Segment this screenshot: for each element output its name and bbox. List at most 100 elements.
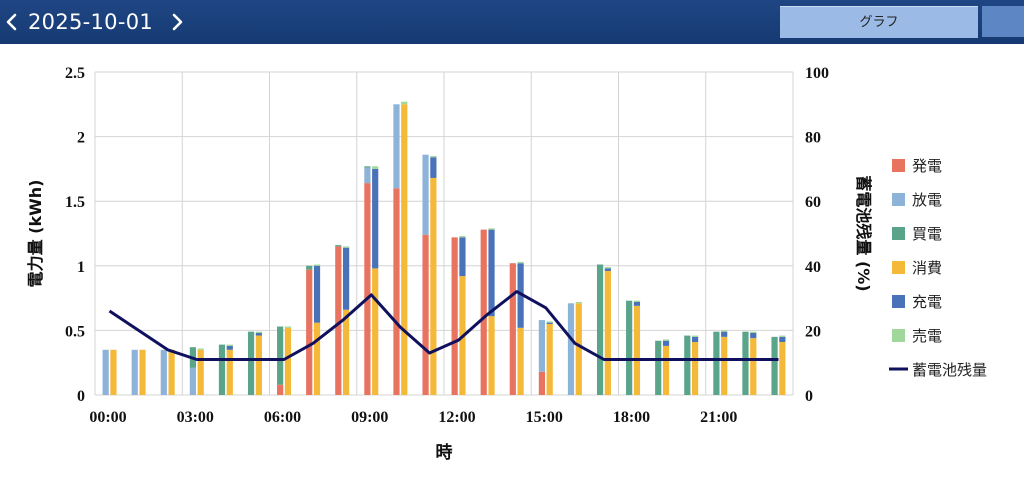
tab-secondary[interactable] [982,6,1024,37]
bar-放電 [393,104,400,189]
energy-chart: 0 0.5 1 1.5 2 2.5 0 20 40 60 80 100 00:00 03:00 06:00 0… [26,65,987,463]
chevron-left-icon [6,13,17,31]
bar-消費 [750,338,757,395]
bar-発電 [422,234,429,395]
bar-発電 [480,229,487,395]
bar-売電 [575,301,582,304]
bar-消費 [604,270,611,395]
bar-充電 [226,345,233,350]
bar-充電 [633,301,641,306]
bar-売電 [721,330,728,332]
date-label: 2025-10-01 [28,10,154,34]
y-axis-title-right: 蓄電池残量 (%) [854,175,873,291]
bar-売電 [284,326,292,328]
bar-消費 [313,322,321,395]
bar-買電 [335,245,342,247]
y-tick-left: 1 [77,259,85,276]
y-tick-left: 0.5 [65,323,85,340]
bar-買電 [306,265,313,270]
bar-買電 [684,335,691,395]
bar-買電 [596,264,604,395]
bar-充電 [255,332,262,336]
legend-swatch [892,329,905,342]
header-bar: 2025-10-01 グラフ [0,0,1024,44]
legend-swatch [892,193,905,206]
bar-売電 [401,101,408,105]
bar-売電 [343,246,350,248]
bar-発電 [306,269,313,395]
legend-label: 放電 [912,191,942,209]
bar-充電 [546,322,553,324]
bar-充電 [692,336,699,343]
bar-消費 [575,303,582,395]
bar-消費 [430,177,437,395]
x-axis-title: 時 [436,442,453,463]
bar-消費 [517,327,524,395]
bar-放電 [102,349,109,395]
bar-消費 [779,342,786,395]
bar-売電 [197,348,204,350]
bar-放電 [567,303,575,395]
prev-date-button[interactable] [2,0,22,44]
bar-消費 [139,349,146,395]
bar-放電 [131,349,138,395]
bar-消費 [401,104,408,396]
y-tick-right: 20 [805,323,821,340]
bar-放電 [160,349,167,395]
next-date-button[interactable] [168,0,188,44]
legend-label: 充電 [912,293,942,311]
bar-売電 [779,335,786,337]
bar-充電 [721,331,728,337]
bar-発電 [393,188,400,395]
bar-発電 [364,183,371,395]
bar-買電 [771,336,778,395]
x-tick: 00:00 [89,409,126,426]
bar-消費 [197,349,204,395]
bar-充電 [662,340,670,346]
bar-消費 [633,305,641,395]
bar-消費 [546,323,553,395]
bar-売電 [546,321,553,323]
y-tick-right: 100 [805,65,829,82]
legend-swatch [892,261,905,274]
bar-売電 [372,166,379,169]
tab-graph[interactable]: グラフ [780,6,978,38]
bar-消費 [372,268,379,395]
bar-買電 [218,344,226,395]
bar-売電 [692,335,699,337]
x-tick: 06:00 [264,409,301,426]
bar-充電 [372,168,379,269]
bar-充電 [750,332,757,339]
bar-消費 [284,327,292,395]
bar-買電 [364,166,371,168]
bar-消費 [662,345,670,395]
battery-line [108,290,779,361]
bar-放電 [189,367,196,395]
y-tick-left: 0 [77,388,85,405]
bar-発電 [335,246,342,395]
bar-買電 [626,300,633,395]
bar-放電 [422,154,429,235]
bar-充電 [313,265,321,323]
y-tick-left: 1.5 [65,194,85,211]
bar-売電 [226,344,233,346]
bar-買電 [742,331,749,395]
bar-発電 [509,263,516,395]
bar-売電 [459,236,466,238]
bar-充電 [459,237,466,277]
bar-充電 [430,157,437,178]
bar-充電 [343,247,350,310]
x-tick: 09:00 [351,409,388,426]
legend-label: 蓄電池残量 [912,361,987,379]
bar-消費 [110,349,117,395]
bar-買電 [247,331,255,395]
legend-swatch [892,227,905,240]
bar-充電 [488,229,495,317]
bar-放電 [364,167,371,184]
y-tick-left: 2.5 [65,65,85,82]
x-tick: 03:00 [177,409,214,426]
y-tick-right: 60 [805,194,821,211]
bar-充電 [517,263,524,328]
y-axis-title-left: 電力量 (kWh) [26,180,45,288]
x-tick: 18:00 [613,409,650,426]
